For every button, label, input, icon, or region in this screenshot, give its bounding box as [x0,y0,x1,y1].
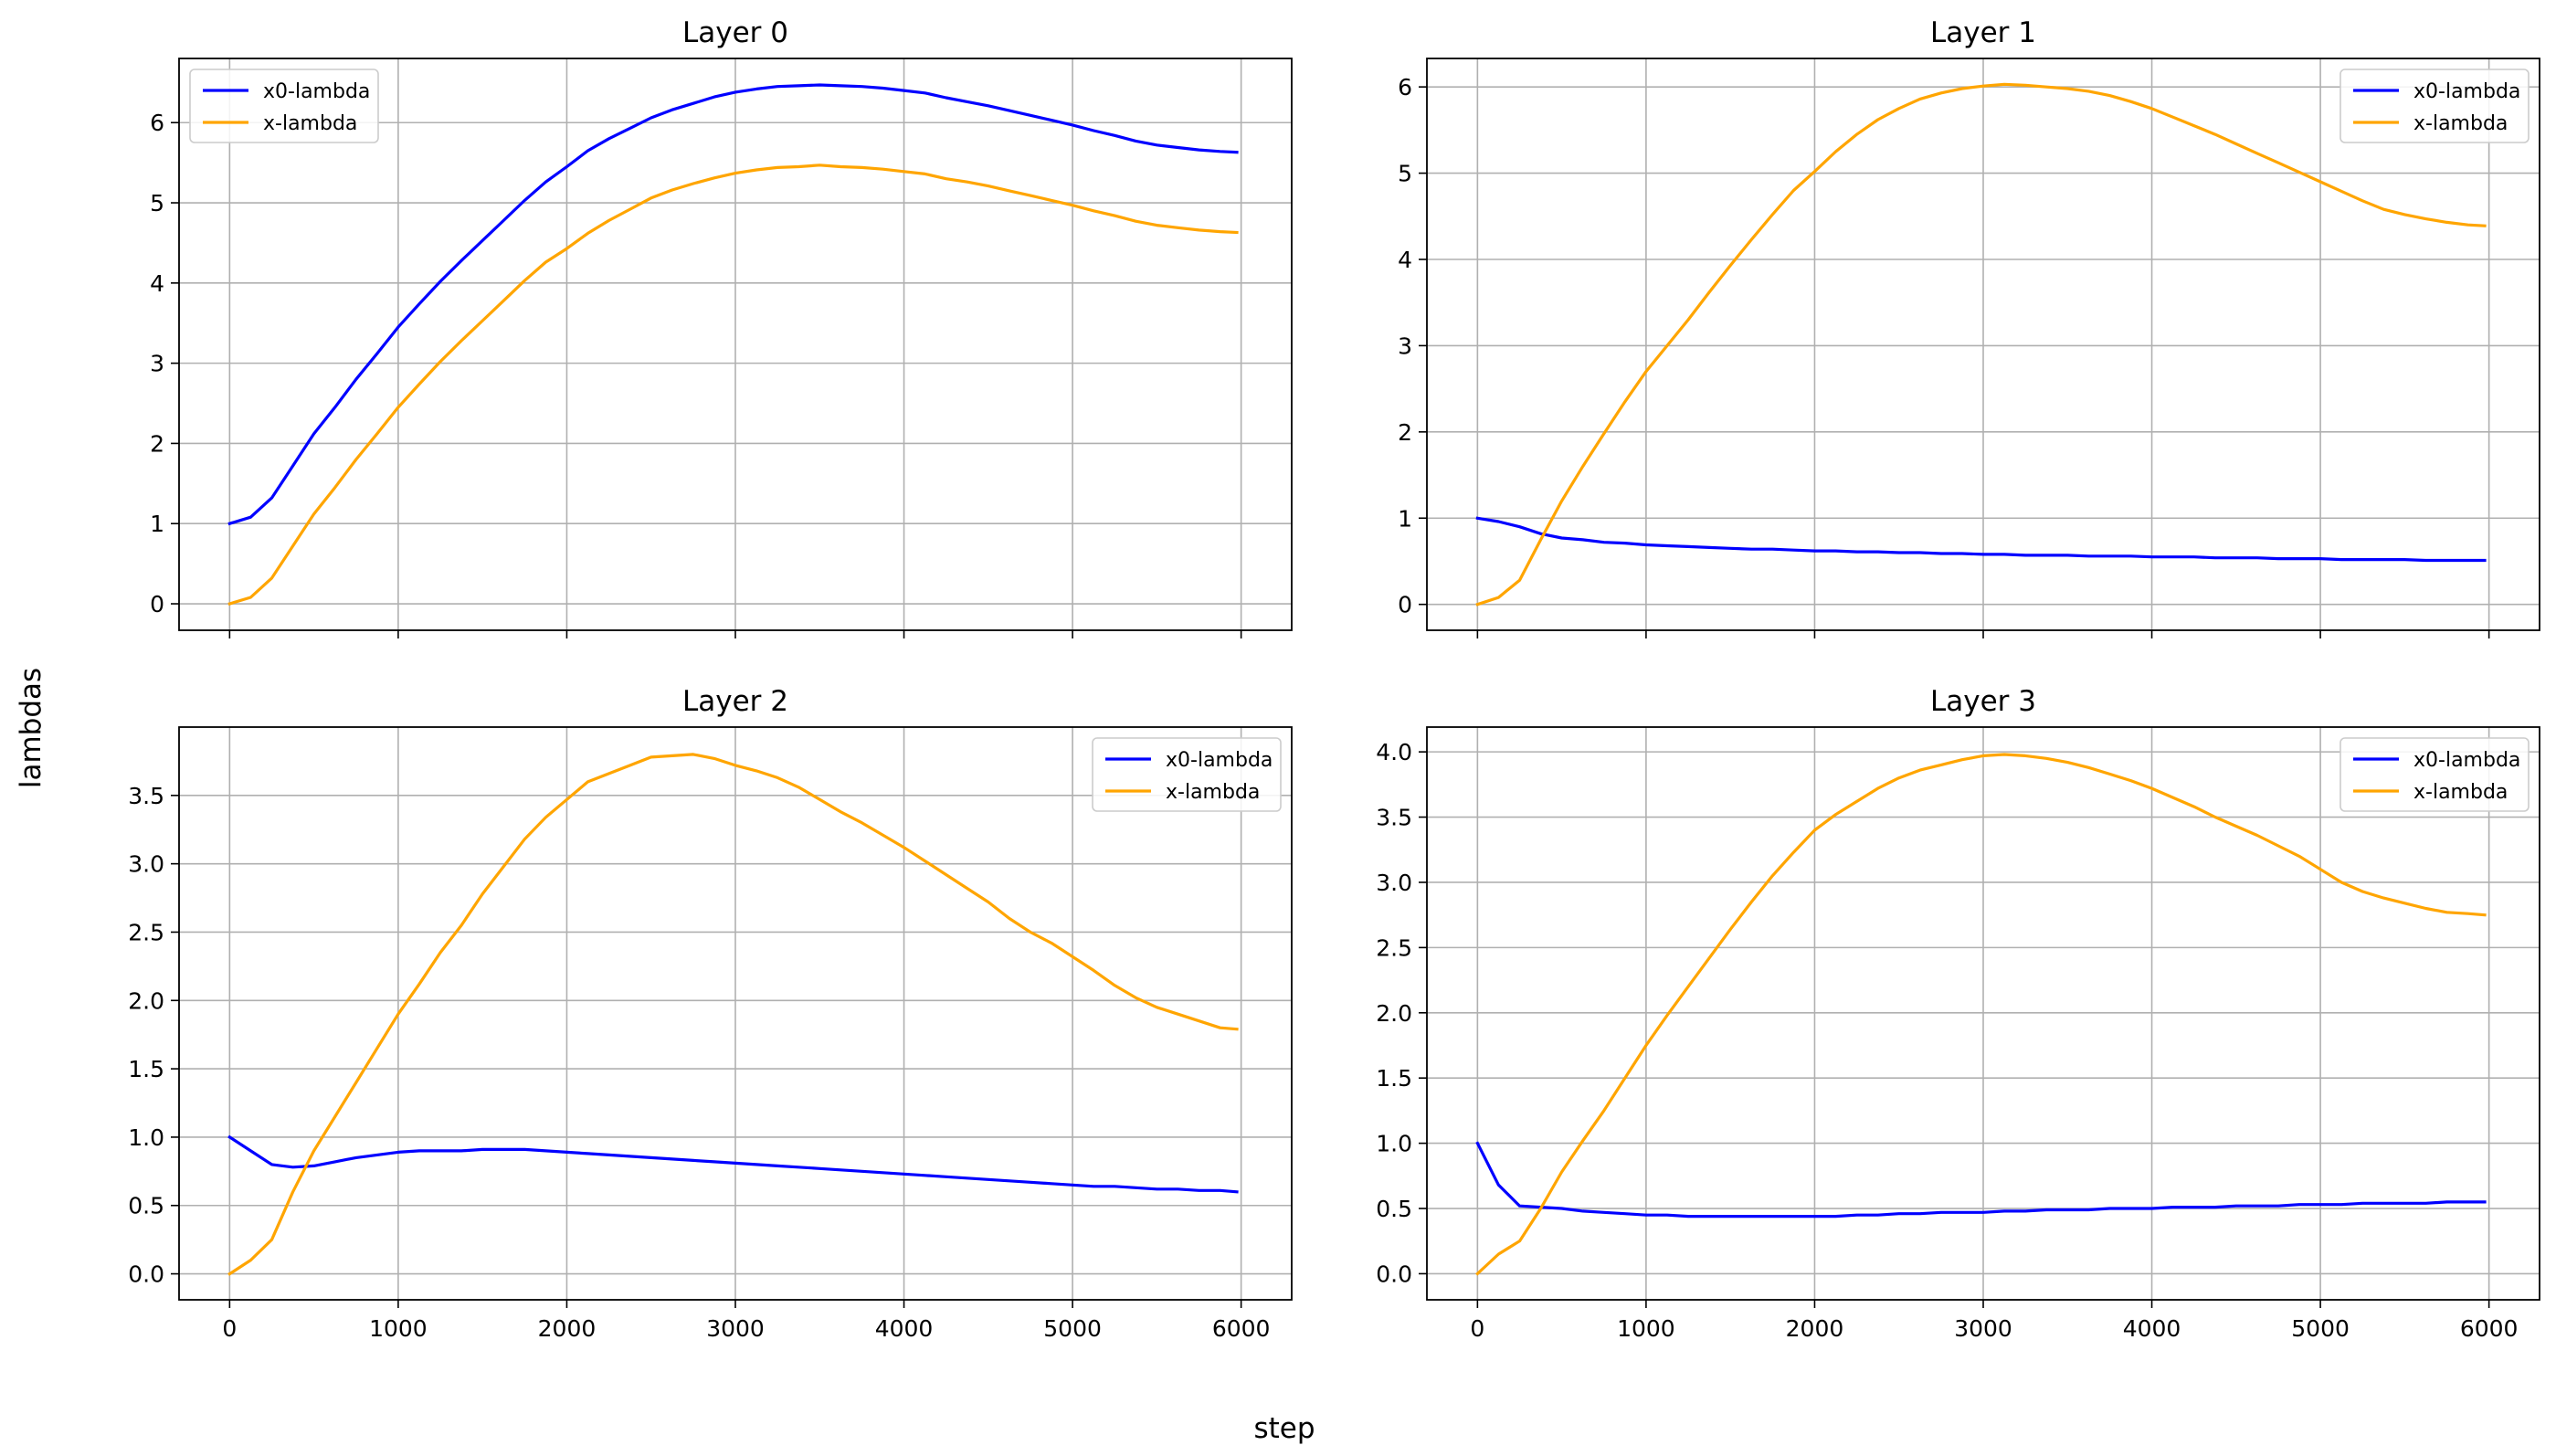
y-tick-label: 1.5 [128,1056,164,1082]
x-tick-label: 5000 [2291,1315,2350,1342]
subplot-3: Layer 3 0 1000 2000 3000 4000 5000 6000 0.0 0.5 1.… [1376,685,2540,1342]
legend-label-x-lambda: x-lambda [2413,112,2508,135]
subplot-title: Layer 0 [682,16,788,49]
x-tick-label: 3000 [706,1315,765,1342]
y-tick-label: 1.5 [1376,1065,1412,1092]
subplot-title: Layer 1 [1930,16,2036,49]
legend-box [2339,737,2530,812]
x-tick-label: 2000 [538,1315,597,1342]
legend: x0-lambda x-lambda [2339,737,2530,812]
y-tick-label: 4 [150,270,164,297]
axes-frame [178,726,1293,1301]
x-tick-label: 1000 [1617,1315,1675,1342]
series-line-x-lambda [227,164,1239,606]
y-tick-label: 1 [150,511,164,537]
subplot-2: Layer 2 0 1000 2000 3000 4000 5000 6000 0.0 0.5 1.… [128,685,1293,1342]
legend-label-x0-lambda: x0-lambda [263,80,370,103]
subplot-title: Layer 3 [1930,685,2036,718]
figure-ylabel: lambdas [15,668,48,788]
y-tick-label: 4.0 [1376,739,1412,765]
x-tick-label: 4000 [2123,1315,2181,1342]
y-tick-label: 0.5 [128,1193,164,1219]
legend-label-x0-lambda: x0-lambda [2413,749,2520,772]
y-tick-label: 6 [150,110,164,136]
series-line-x0-lambda [1475,516,2487,563]
series-line-x-lambda [227,753,1239,1276]
series-line-x0-lambda [227,1134,1239,1194]
y-tick-label: 4 [1398,247,1412,273]
y-tick-label: 1.0 [128,1124,164,1151]
legend: x0-lambda x-lambda [189,69,379,143]
series-line-x0-lambda [227,83,1239,526]
figure-xlabel: step [1253,1412,1315,1445]
x-tick-label: 0 [222,1315,237,1342]
y-tick-label: 6 [1398,74,1412,100]
legend-label-x0-lambda: x0-lambda [1166,749,1273,772]
series-line-x0-lambda [1475,1141,2487,1219]
x-tick-label: 1000 [369,1315,428,1342]
legend: x0-lambda x-lambda [1092,737,1282,812]
subplot-0: Layer 0 0 1 2 3 4 5 6 x0-lambda x-lambda [150,16,1293,638]
y-tick-label: 2 [150,430,164,457]
legend-label-x-lambda: x-lambda [1166,781,1260,804]
x-tick-label: 6000 [2460,1315,2519,1342]
x-tick-label: 0 [1470,1315,1484,1342]
y-tick-label: 3.0 [1376,870,1412,896]
series-line-x-lambda [1475,82,2487,607]
legend-box [189,69,379,143]
y-tick-label: 1.0 [1376,1131,1412,1157]
y-tick-label: 3 [150,351,164,377]
y-tick-label: 0 [150,591,164,617]
x-tick-label: 3000 [1954,1315,2012,1342]
y-tick-label: 2.0 [1376,1000,1412,1027]
y-tick-label: 3.0 [128,851,164,878]
x-tick-label: 6000 [1212,1315,1271,1342]
subplot-title: Layer 2 [682,685,788,718]
y-tick-label: 2.5 [128,919,164,945]
axes-frame [1426,58,2540,631]
y-tick-label: 0.5 [1376,1196,1412,1222]
legend: x0-lambda x-lambda [2339,69,2530,143]
x-tick-label: 5000 [1043,1315,1102,1342]
y-tick-label: 2.5 [1376,934,1412,961]
legend-box [1092,737,1282,812]
x-tick-label: 2000 [1786,1315,1844,1342]
x-tick-label: 4000 [875,1315,934,1342]
y-tick-label: 0.0 [128,1261,164,1288]
legend-box [2339,69,2530,143]
subplot-1: Layer 1 0 1 2 3 4 5 6 x0-lambda x-lambda [1398,16,2540,638]
y-tick-label: 1 [1398,505,1412,532]
legend-label-x0-lambda: x0-lambda [2413,80,2520,103]
y-tick-label: 3.5 [128,783,164,809]
series-line-x-lambda [1475,753,2487,1276]
legend-label-x-lambda: x-lambda [2413,781,2508,804]
axes-frame [1426,726,2540,1301]
y-tick-label: 3.5 [1376,805,1412,831]
y-tick-label: 5 [150,190,164,216]
legend-label-x-lambda: x-lambda [263,112,357,135]
y-tick-label: 0 [1398,592,1412,618]
axes-frame [178,58,1293,631]
y-tick-label: 2.0 [128,987,164,1014]
y-tick-label: 3 [1398,332,1412,359]
y-tick-label: 2 [1398,419,1412,446]
y-tick-label: 0.0 [1376,1261,1412,1287]
subplot-grid: Layer 0 0 1 2 3 4 5 6 x0-lambda x-lambda Layer 1 0 1… [128,16,2540,1342]
y-tick-label: 5 [1398,161,1412,187]
